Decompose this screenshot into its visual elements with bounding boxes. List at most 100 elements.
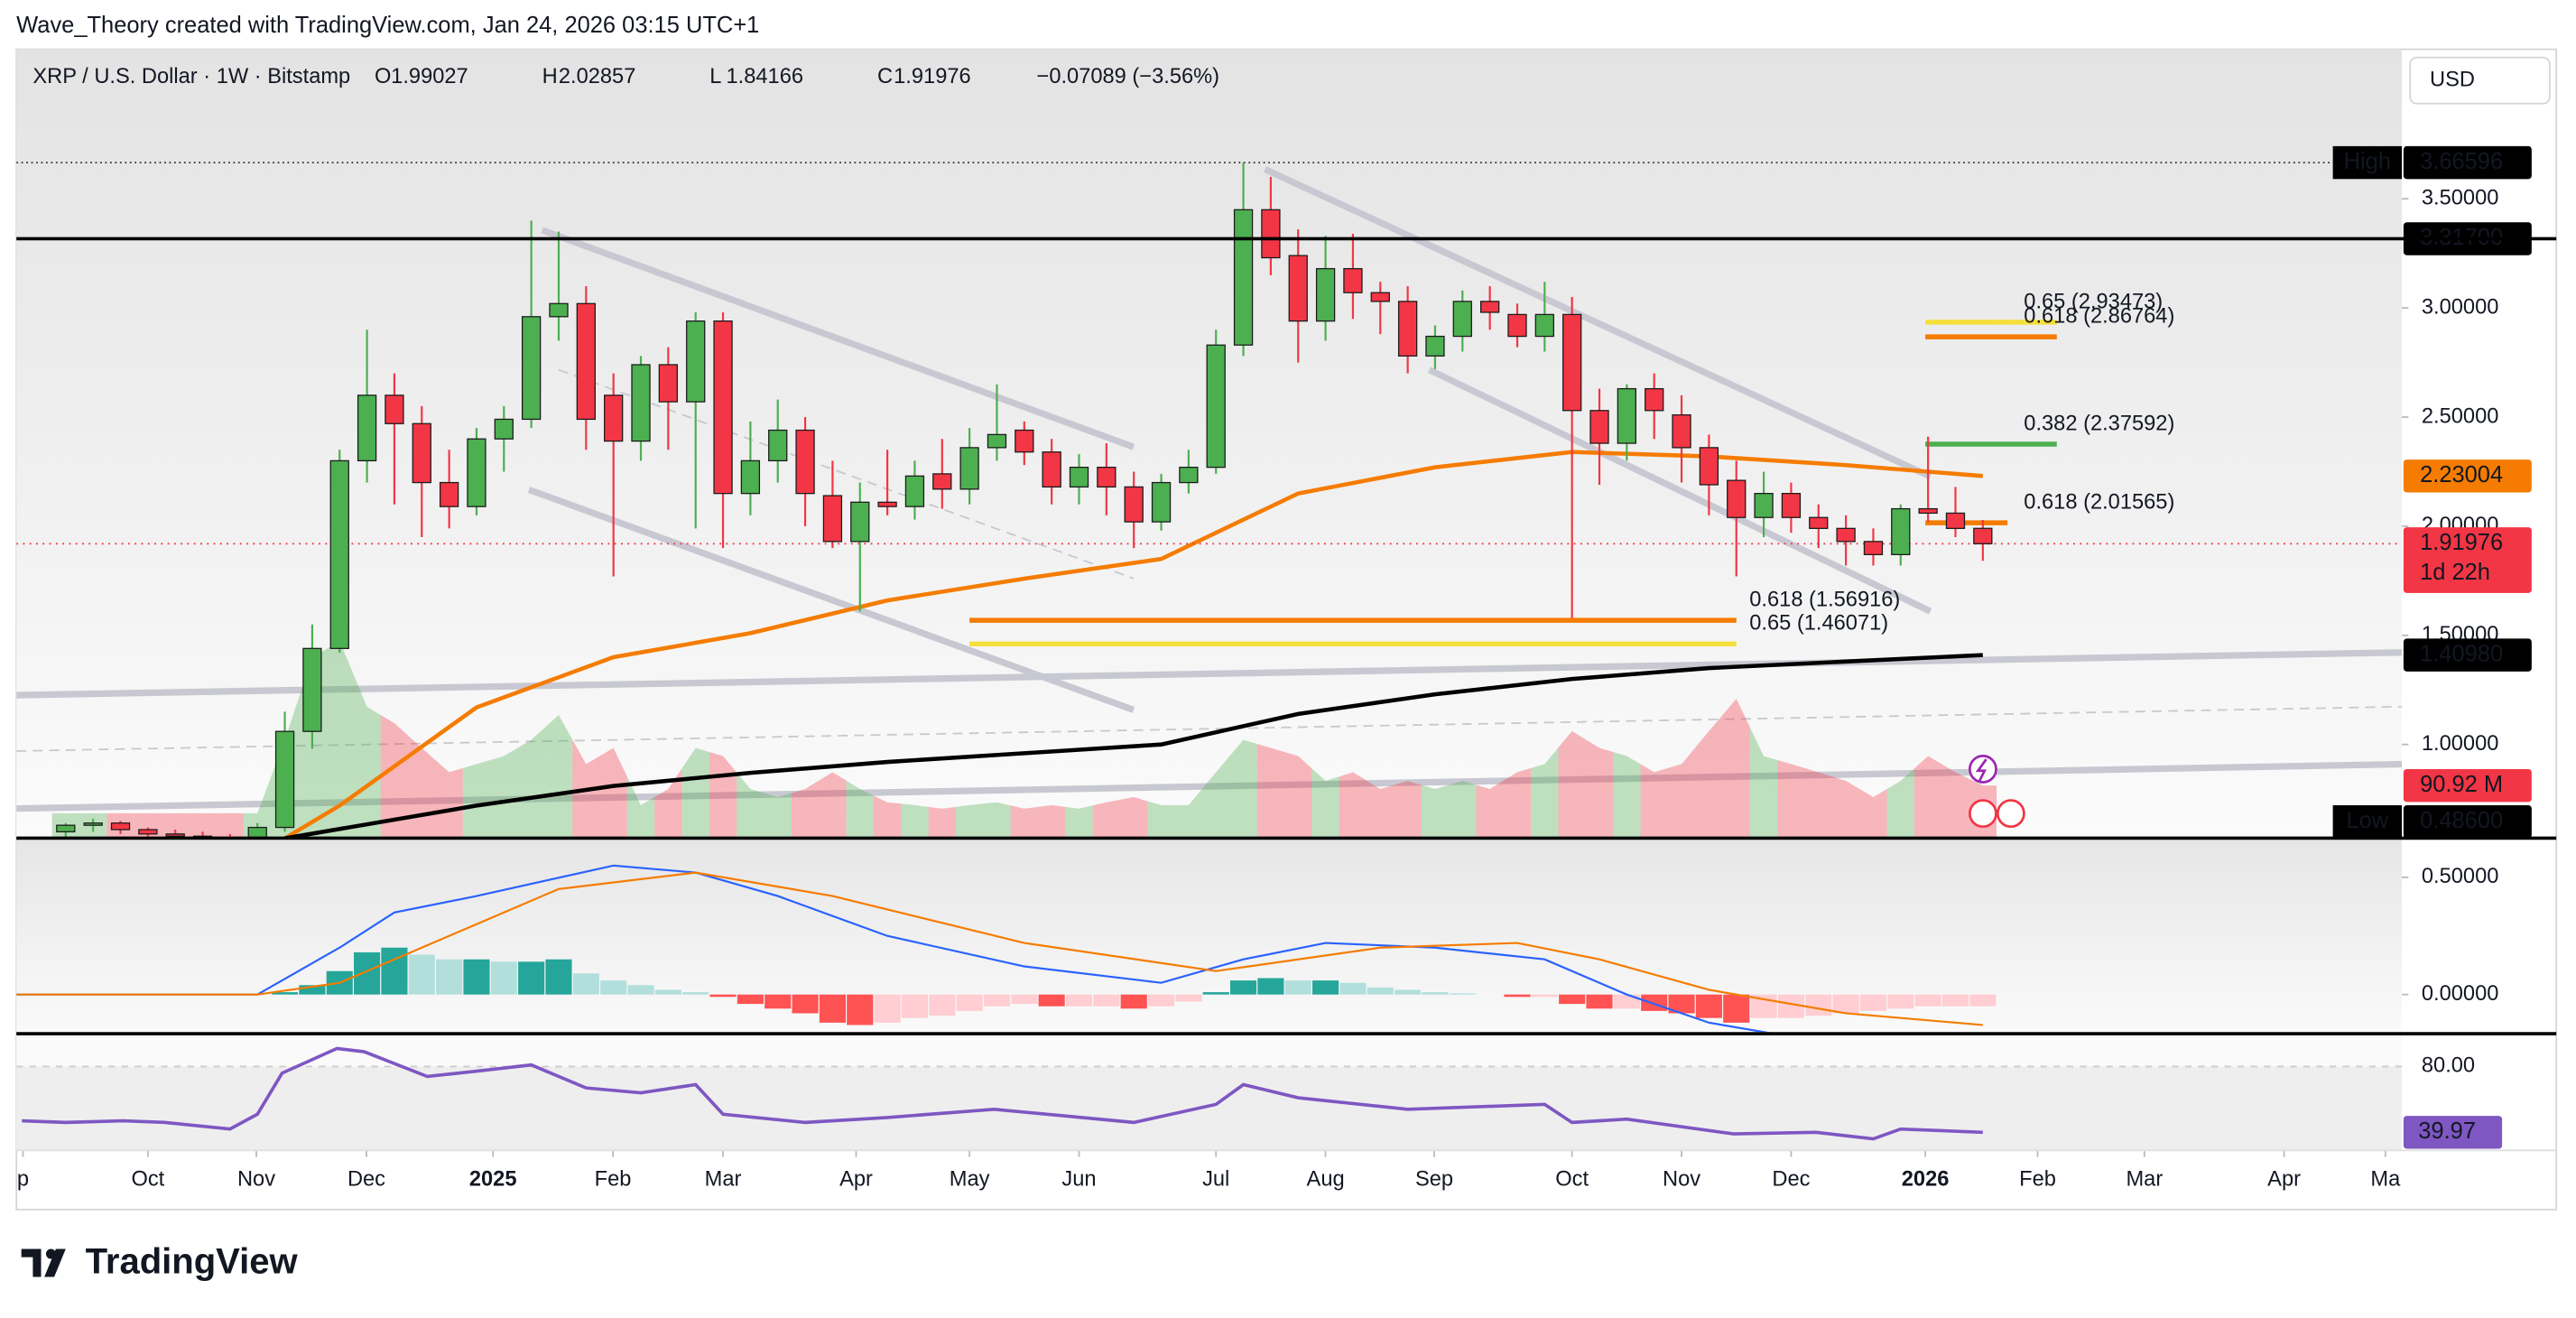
- macd-bar: [709, 994, 737, 998]
- volume-area: [1804, 767, 1832, 839]
- marker-name: High: [2344, 149, 2391, 174]
- macd-bar: [1887, 994, 1914, 1009]
- candle-body: [987, 433, 1007, 449]
- main-plot: 0.65 (2.93473)0.618 (2.86764) 0.382 (2.37…: [16, 162, 2403, 839]
- macd-bar: [1312, 980, 1339, 995]
- volume-area: [1695, 714, 1723, 839]
- volume-area: [162, 812, 190, 839]
- candle-body: [1945, 512, 1966, 529]
- candle-body: [1645, 387, 1664, 412]
- macd-bar: [983, 994, 1011, 1007]
- candle-body: [1206, 344, 1226, 469]
- volume-area: [544, 714, 573, 839]
- candle-body: [932, 473, 952, 490]
- legend: XRP / U.S. Dollar · 1W · Bitstamp O 1.9902…: [32, 65, 1219, 88]
- candle-body: [1973, 527, 1993, 544]
- x-tick-label: Oct: [131, 1167, 164, 1191]
- price-value-box: [2403, 527, 2532, 593]
- candle-body: [1863, 541, 1884, 555]
- volume-area: [846, 780, 874, 839]
- volume-area: [626, 776, 655, 839]
- currency-button[interactable]: [2409, 56, 2551, 105]
- candle-body: [521, 316, 542, 421]
- candle-body: [467, 438, 486, 507]
- volume-area: [1859, 788, 1887, 839]
- volume-area: [1749, 727, 1778, 839]
- volume-area: [791, 780, 820, 839]
- volume-area: [1831, 776, 1860, 839]
- marker-name: Low: [2346, 808, 2388, 833]
- macd-bar: [490, 961, 517, 995]
- candle-body: [1425, 335, 1445, 357]
- volume-area: [1147, 801, 1175, 839]
- volume-area: [1531, 747, 1559, 839]
- event-icon[interactable]: [1968, 755, 1997, 784]
- macd-bar: [271, 992, 299, 995]
- volume-area: [1065, 805, 1093, 839]
- trend-line: [16, 760, 2403, 812]
- macd-bar: [1586, 994, 1613, 1009]
- y-tick-label: 3.00000: [2422, 295, 2499, 319]
- fib-label: 0.65 (2.93473): [2024, 290, 2163, 313]
- volume-area: [353, 673, 381, 839]
- macd-bar: [1120, 994, 1147, 1009]
- macd-line: [16, 871, 1983, 1026]
- macd-bar: [901, 994, 929, 1018]
- volume-area: [1886, 768, 1914, 839]
- candle-body: [1479, 301, 1500, 313]
- ma-value: 1.40980: [2420, 641, 2503, 666]
- volume-area: [1913, 756, 1942, 839]
- ohlc-letter: L: [709, 65, 721, 88]
- x-tick-label: Nov: [1663, 1167, 1700, 1191]
- ohlc-letter: O: [375, 65, 391, 88]
- macd-bar: [463, 959, 490, 995]
- x-tick-label: Feb: [2019, 1167, 2056, 1191]
- volume-area: [1284, 751, 1312, 839]
- volume-area: [955, 803, 984, 839]
- ma-value: 2.23004: [2420, 462, 2503, 487]
- moving-average: [284, 653, 1983, 839]
- candle-body: [713, 320, 733, 495]
- volume-area: [1667, 747, 1696, 839]
- volume-area: [1503, 767, 1532, 839]
- candle-body: [1617, 387, 1637, 444]
- flag-icon[interactable]: [1996, 799, 2025, 829]
- x-tick-label: Jun: [1061, 1167, 1096, 1191]
- x-tick-label: Dec: [347, 1167, 385, 1191]
- candle-body: [1069, 466, 1089, 488]
- candle-body: [1179, 466, 1199, 484]
- fib-label: 0.65 (1.46071): [1749, 612, 1888, 636]
- candle-body: [1042, 451, 1061, 488]
- macd-bar: [1395, 989, 1422, 995]
- candle-body: [302, 647, 322, 732]
- macd-bar: [682, 992, 709, 995]
- macd-bar: [1832, 994, 1859, 1014]
- rsi-value: 39.97: [2418, 1118, 2476, 1144]
- macd-bar: [1914, 994, 1941, 1007]
- brand: TradingView: [86, 1242, 299, 1282]
- candle-body: [165, 833, 185, 837]
- macd-bar: [1613, 994, 1640, 1009]
- volume-area: [1037, 804, 1066, 839]
- macd-bar: [1147, 994, 1175, 1007]
- volume-area: [1311, 768, 1339, 839]
- macd-bar: [1367, 987, 1394, 995]
- x-tick-label: Apr: [2267, 1167, 2301, 1191]
- trend-line: [16, 649, 2403, 699]
- flag-icon[interactable]: [1968, 799, 1997, 829]
- macd-bar: [299, 985, 326, 995]
- candle-body: [1370, 292, 1390, 302]
- x-tick-label: 2025: [469, 1167, 517, 1191]
- logo-mark: [45, 1248, 56, 1259]
- candle-body: [56, 824, 76, 833]
- x-tick-label: Aug: [1307, 1167, 1345, 1191]
- candle-body: [1124, 486, 1144, 523]
- trend-line: [16, 705, 2403, 752]
- candle-body: [83, 822, 103, 826]
- volume-area: [1367, 780, 1395, 839]
- macd-bar: [737, 994, 764, 1005]
- x-tick-label: Sep: [1415, 1167, 1453, 1191]
- macd-bar: [847, 994, 874, 1026]
- volume-area: [517, 727, 545, 839]
